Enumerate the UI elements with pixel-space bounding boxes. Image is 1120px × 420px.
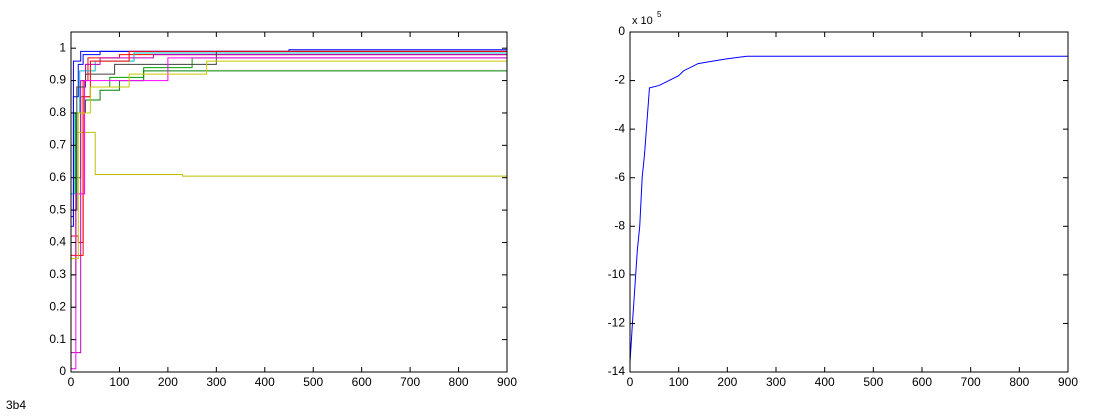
plot-area [630,32,1068,372]
x-tick-label: 900 [497,375,517,389]
x-tick-label: 100 [109,375,129,389]
axes-frame [70,31,508,373]
y-exponent: 5 [657,10,662,19]
axes-frame [629,31,1069,373]
series-line [71,57,508,260]
y-tick-label: -8 [614,218,625,232]
y-tick-label: -6 [614,170,625,184]
y-tick-label: 0.1 [49,332,66,346]
x-tick-label: 200 [158,375,178,389]
y-tick-label: -14 [608,364,626,378]
y-tick-label: 0.2 [49,299,66,313]
y-tick-label: 0.6 [49,170,66,184]
y-tick-label: 0.5 [49,202,66,216]
x-tick-label: 0 [627,375,634,389]
x-tick-label: 500 [303,375,323,389]
y-tick-label: 0 [618,24,625,38]
x-tick-label: 600 [352,375,372,389]
y-tick-label: -2 [614,73,625,87]
y-tick-label: 0.4 [49,235,66,249]
series-line [71,52,507,195]
x-tick-label: 300 [766,375,786,389]
x-tick-label: 700 [961,375,981,389]
x-tick-label: 400 [815,375,835,389]
y-tick-label: -12 [608,316,626,330]
y-multiplier: x 10 [632,15,653,27]
series-line [71,50,507,256]
figure-label: 3b4 [6,398,26,412]
y-tick-label: 0.3 [49,267,66,281]
y-tick-label: 1 [59,40,66,54]
x-tick-label: 200 [717,375,737,389]
x-tick-label: 100 [669,375,689,389]
x-tick-label: 0 [68,375,75,389]
x-tick-label: 400 [255,375,275,389]
series-line [629,55,1068,363]
plot-area [71,32,507,372]
y-tick-label: -4 [614,121,625,135]
y-tick-label: 0.9 [49,73,66,87]
x-tick-label: 700 [400,375,420,389]
x-tick-label: 600 [912,375,932,389]
x-tick-label: 900 [1058,375,1078,389]
x-tick-label: 500 [863,375,883,389]
y-tick-label: 0.8 [49,105,66,119]
series-line [71,54,507,354]
x-tick-label: 800 [1009,375,1029,389]
series-line [71,49,507,218]
x-tick-label: 300 [206,375,226,389]
y-tick-label: 0.7 [49,138,66,152]
y-tick-label: -10 [608,267,626,281]
x-tick-label: 800 [449,375,469,389]
y-tick-label: 0 [59,364,66,378]
